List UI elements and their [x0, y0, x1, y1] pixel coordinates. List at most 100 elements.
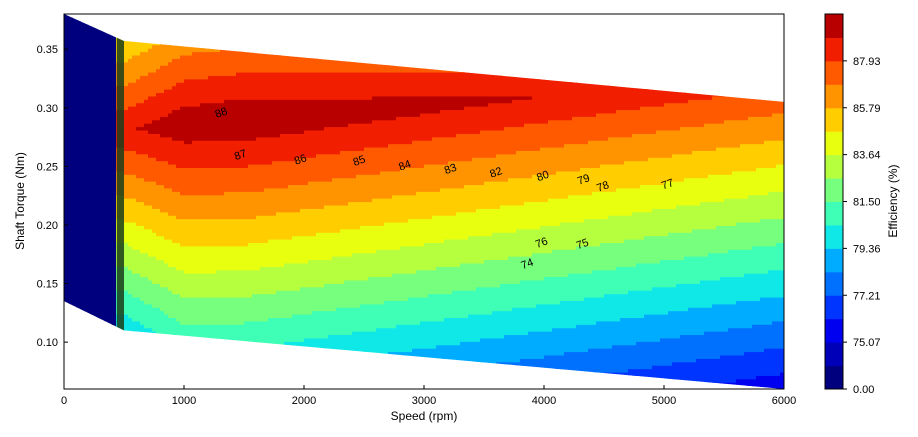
field-cell — [192, 263, 197, 267]
field-cell — [160, 294, 165, 298]
field-cell — [76, 99, 81, 103]
field-cell — [176, 355, 181, 359]
field-cell — [140, 28, 145, 32]
field-cell — [104, 116, 109, 120]
field-cell — [72, 266, 77, 270]
field-cell — [240, 58, 245, 62]
field-cell — [84, 338, 89, 342]
field-cell — [220, 137, 225, 141]
field-cell — [184, 379, 189, 383]
field-cell — [168, 140, 173, 144]
field-cell — [208, 55, 213, 59]
field-cell — [196, 242, 201, 246]
field-cell — [68, 89, 73, 93]
field-cell — [184, 181, 189, 185]
field-cell — [200, 341, 205, 345]
field-cell — [108, 379, 113, 383]
field-cell — [192, 294, 197, 298]
field-cell — [180, 137, 185, 141]
field-cell — [128, 290, 133, 294]
field-cell — [164, 338, 169, 342]
field-cell — [228, 28, 233, 32]
field-cell — [144, 89, 149, 93]
field-cell — [136, 133, 141, 137]
field-cell — [184, 62, 189, 66]
field-cell — [200, 270, 205, 274]
field-cell — [160, 321, 165, 325]
field-cell — [236, 14, 241, 18]
field-cell — [148, 150, 153, 154]
field-cell — [212, 92, 217, 96]
field-cell — [192, 331, 197, 335]
field-cell — [188, 198, 193, 202]
field-cell — [168, 178, 173, 182]
field-cell — [236, 246, 241, 250]
field-cell — [164, 219, 169, 223]
field-cell — [112, 304, 117, 308]
field-cell — [104, 246, 109, 250]
field-cell — [172, 106, 177, 110]
field-cell — [124, 208, 129, 212]
field-cell — [220, 280, 225, 284]
field-cell — [72, 208, 77, 212]
field-cell — [76, 273, 81, 277]
field-cell — [80, 55, 85, 59]
field-cell — [96, 164, 101, 168]
field-cell — [156, 69, 161, 73]
field-cell — [160, 307, 165, 311]
field-cell — [180, 287, 185, 291]
field-cell — [172, 328, 177, 332]
field-cell — [88, 24, 93, 28]
field-cell — [108, 294, 113, 298]
field-cell — [72, 116, 77, 120]
field-cell — [224, 41, 229, 45]
field-cell — [172, 287, 177, 291]
field-cell — [68, 379, 73, 383]
field-cell — [176, 266, 181, 270]
field-cell — [92, 52, 97, 56]
field-cell — [240, 317, 245, 321]
field-cell — [148, 45, 153, 49]
field-cell — [200, 106, 205, 110]
field-cell — [212, 314, 217, 318]
field-cell — [108, 277, 113, 281]
field-cell — [140, 41, 145, 45]
field-cell — [228, 314, 233, 318]
field-cell — [140, 75, 145, 79]
field-cell — [148, 362, 153, 366]
field-cell — [128, 256, 133, 260]
field-cell — [188, 229, 193, 233]
field-cell — [240, 52, 245, 56]
field-cell — [176, 195, 181, 199]
field-cell — [152, 144, 157, 148]
field-cell — [144, 164, 149, 168]
field-cell — [204, 290, 209, 294]
field-cell — [216, 236, 221, 240]
field-cell — [124, 215, 129, 219]
field-cell — [92, 219, 97, 223]
field-cell — [156, 379, 161, 383]
field-cell — [172, 239, 177, 243]
field-cell — [236, 369, 241, 373]
field-cell — [136, 24, 141, 28]
field-cell — [80, 82, 85, 86]
field-cell — [180, 317, 185, 321]
field-cell — [220, 317, 225, 321]
field-cell — [84, 55, 89, 59]
field-cell — [84, 294, 89, 298]
field-cell — [152, 52, 157, 56]
field-cell — [212, 188, 217, 192]
field-cell — [140, 92, 145, 96]
field-cell — [112, 321, 117, 325]
field-cell — [68, 352, 73, 356]
field-cell — [68, 28, 73, 32]
field-cell — [164, 369, 169, 373]
field-cell — [92, 140, 97, 144]
field-cell — [152, 96, 157, 100]
field-cell — [156, 130, 161, 134]
field-cell — [172, 28, 177, 32]
field-cell — [220, 328, 225, 332]
field-cell — [216, 246, 221, 250]
field-cell — [164, 92, 169, 96]
field-cell — [92, 311, 97, 315]
